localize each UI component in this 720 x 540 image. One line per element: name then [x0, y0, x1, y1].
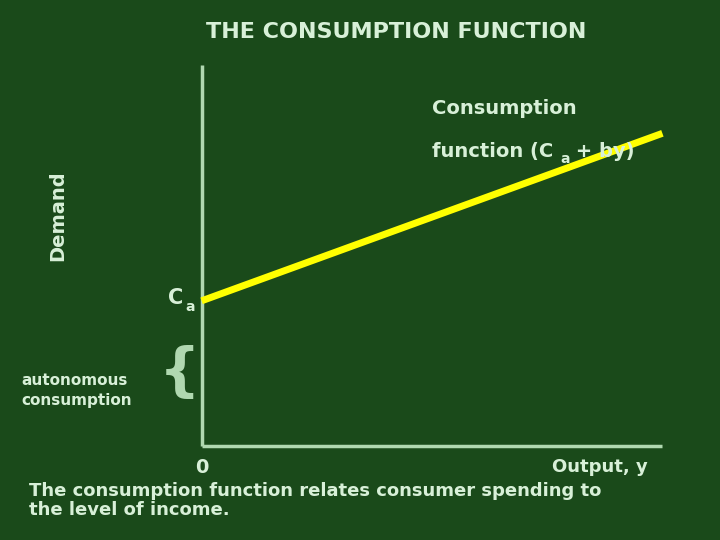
Text: THE CONSUMPTION FUNCTION: THE CONSUMPTION FUNCTION [206, 22, 586, 43]
Text: autonomous: autonomous [22, 373, 128, 388]
Text: consumption: consumption [22, 393, 132, 408]
Text: C: C [168, 288, 184, 308]
Text: {: { [159, 345, 201, 402]
Text: function (C: function (C [432, 141, 553, 161]
Text: Consumption: Consumption [432, 98, 577, 118]
Text: 0: 0 [195, 457, 208, 477]
Text: the level of income.: the level of income. [29, 501, 230, 519]
Text: + by): + by) [569, 141, 634, 161]
Text: a: a [560, 152, 570, 166]
Text: The consumption function relates consumer spending to: The consumption function relates consume… [29, 482, 601, 501]
Text: Demand: Demand [48, 171, 67, 261]
Text: Output, y: Output, y [552, 458, 648, 476]
Text: a: a [186, 300, 195, 314]
